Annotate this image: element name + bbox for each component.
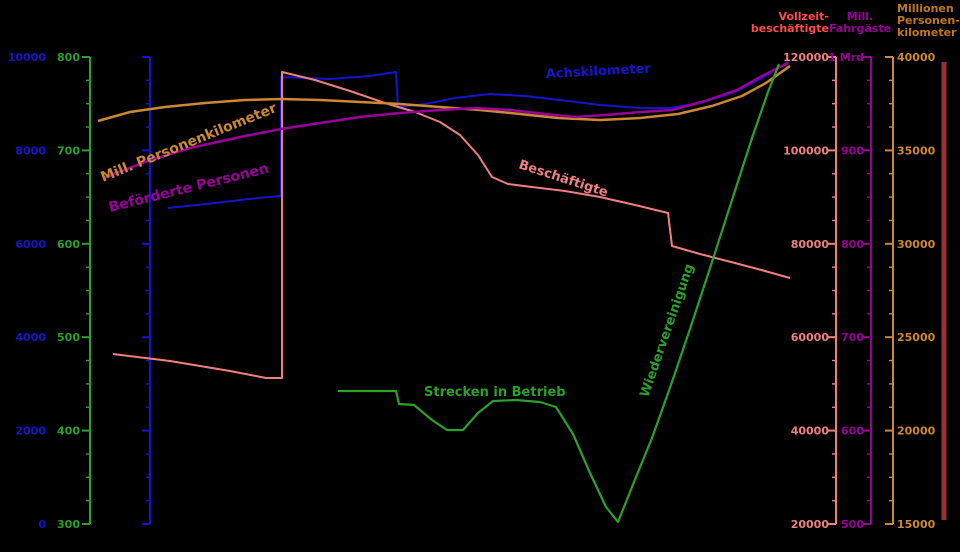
axis-salmon-tick-label: 120000 (783, 51, 829, 64)
axis-purple-tick-label: 600 (841, 425, 864, 438)
axis-salmon-title: beschäftigte (751, 22, 829, 35)
axis-orange-title: Millionen (897, 2, 954, 15)
series-blue (167, 61, 789, 209)
axis-salmon: 120000 100000 80000 60000 40000 20000 Vollzeit… (751, 10, 837, 531)
label-green-line: Strecken in Betrieb (424, 385, 566, 400)
axis-purple-title: Mill. (847, 10, 873, 23)
series-green (338, 63, 781, 524)
axis-blue-tick-label: 8000 (15, 144, 46, 157)
axis-purple-tick-label: 900 (841, 144, 864, 157)
axis-green: 800 700 600 500 400 300 (57, 51, 91, 531)
axis-orange-tick-label: 30000 (897, 238, 936, 251)
axis-green-tick-label: 400 (57, 425, 80, 438)
axis-purple-tick-label: 700 (841, 331, 864, 344)
axis-green-tick-label: 700 (57, 144, 80, 157)
series-purple (103, 61, 789, 180)
axis-orange-title: kilometer (897, 26, 957, 39)
axis-orange-tick-label: 40000 (897, 51, 936, 64)
axis-purple-tick-label: 500 (841, 518, 864, 531)
series-salmon (112, 71, 791, 379)
axis-blue: 10000 8000 6000 4000 2000 0 (8, 51, 151, 531)
axis-purple: 1 Mrd 900 800 700 600 500 Mill.Fahrgäste (828, 10, 891, 531)
axis-blue-tick-label: 10000 (8, 51, 47, 64)
axis-green-tick-label: 800 (57, 51, 80, 64)
label-salmon-line: Beschäftigte (517, 158, 610, 201)
axis-salmon-title: Vollzeit- (779, 10, 829, 23)
axis-blue-tick-label: 0 (38, 518, 46, 531)
axis-purple-tick-label: 800 (841, 238, 864, 251)
axis-salmon-tick-label: 40000 (791, 425, 830, 438)
axis-orange-tick-label: 35000 (897, 144, 936, 157)
axis-green-tick-label: 300 (57, 518, 80, 531)
series-orange (97, 64, 791, 123)
axis-purple-tick-label: 1 Mrd (828, 51, 864, 64)
axis-blue-tick-label: 6000 (15, 238, 46, 251)
axis-orange-tick-label: 25000 (897, 331, 936, 344)
axis-green-tick-label: 500 (57, 331, 80, 344)
axis-green-tick-label: 600 (57, 238, 80, 251)
axis-salmon-tick-label: 100000 (783, 144, 829, 157)
axis-blue-tick-label: 2000 (15, 425, 46, 438)
axis-blue-tick-label: 4000 (15, 331, 46, 344)
label-blue-line: Achskilometer (545, 61, 651, 82)
axis-orange: 40000 35000 30000 25000 20000 15000 MillionenP… (885, 2, 960, 531)
axis-orange-tick-label: 15000 (897, 518, 936, 531)
axis-salmon-tick-label: 80000 (791, 238, 830, 251)
axis-orange-tick-label: 20000 (897, 425, 936, 438)
axis-purple-title: Fahrgäste (829, 22, 891, 35)
axis-salmon-tick-label: 60000 (791, 331, 830, 344)
axis-salmon-tick-label: 20000 (791, 518, 830, 531)
axis-orange-title: Personen- (897, 14, 960, 27)
